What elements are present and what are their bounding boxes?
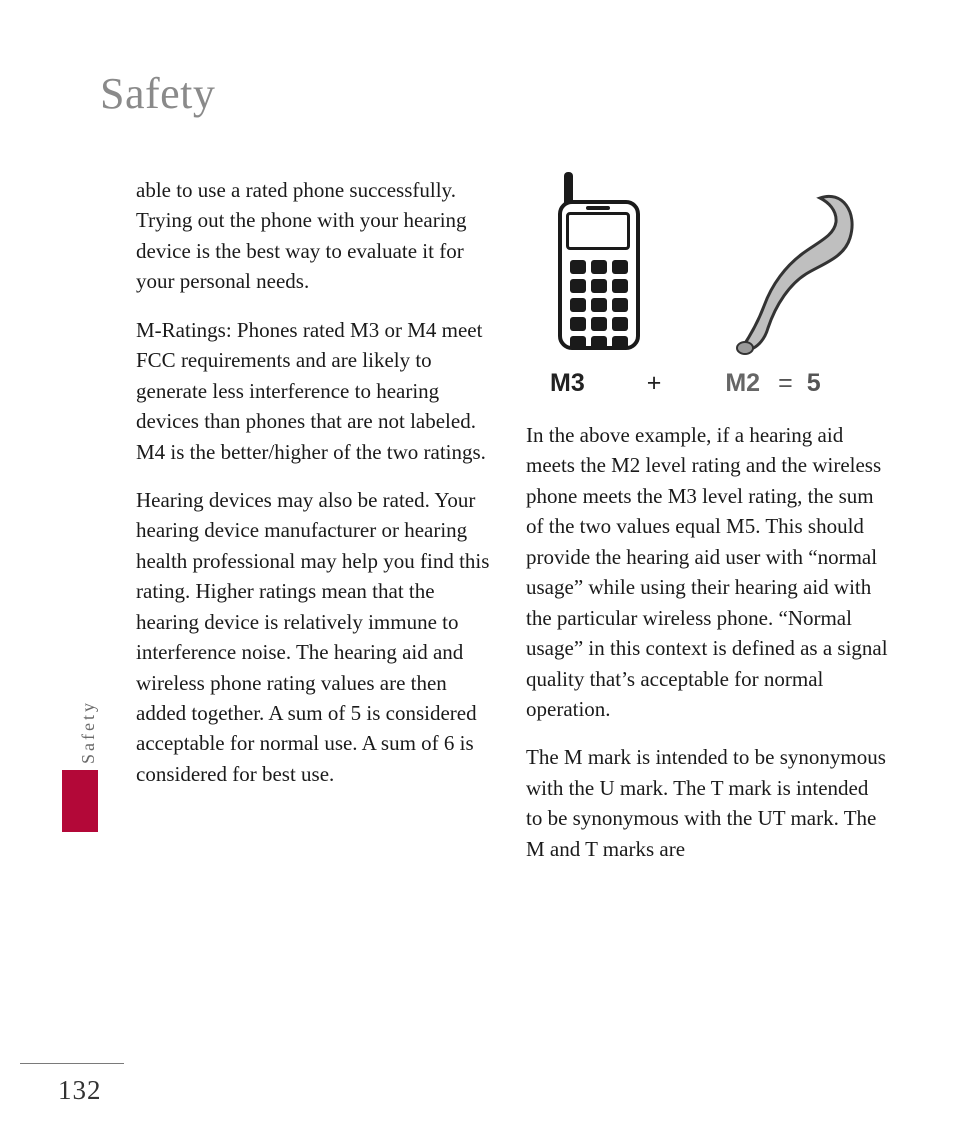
body-paragraph: M-Ratings: Phones rated M3 or M4 meet FC… [136,315,498,467]
page-title: Safety [100,68,215,119]
right-column: In the above example, if a hearing aid m… [526,420,888,882]
page-number: 132 [58,1075,102,1106]
phone-keypad-icon [570,260,628,350]
phone-screen-icon [566,212,630,250]
body-paragraph: able to use a rated phone successfully. … [136,175,498,297]
equals-symbol: = [778,369,793,398]
left-column: able to use a rated phone successfully. … [136,175,498,807]
body-paragraph: In the above example, if a hearing aid m… [526,420,888,724]
phone-speaker-icon [586,206,610,210]
hearing-aid-rating-label: M2 [725,369,760,398]
footer-rule [20,1063,124,1064]
rating-sum-value: 5 [807,369,821,398]
hearing-aid-icon [734,186,864,366]
phone-rating-label: M3 [550,369,585,398]
side-tab-accent-bar [62,770,98,832]
rating-sum-figure: M3 + M2 = 5 [526,172,886,404]
plus-symbol: + [647,369,662,398]
body-paragraph: The M mark is intended to be synonymous … [526,742,888,864]
rating-equation: M3 + M2 = 5 [550,369,878,398]
body-paragraph: Hearing devices may also be rated. Your … [136,485,498,789]
side-tab-label: Safety [78,700,99,764]
